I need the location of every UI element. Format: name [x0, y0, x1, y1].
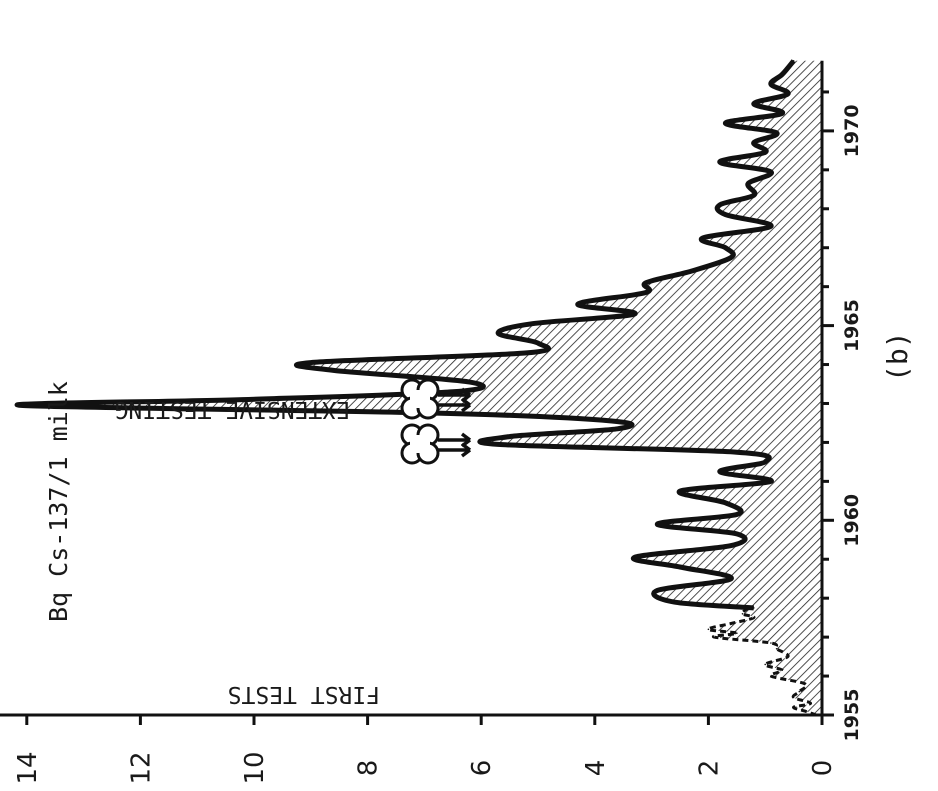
data-point	[673, 601, 676, 603]
data-point	[656, 589, 659, 592]
data-point	[770, 225, 772, 228]
data-point	[679, 490, 681, 492]
data-point	[537, 342, 539, 344]
y-tick-label: 8	[354, 760, 384, 777]
data-point	[707, 628, 710, 631]
data-point	[809, 702, 812, 705]
data-point	[241, 398, 244, 401]
data-point	[730, 544, 732, 547]
data-point	[440, 412, 443, 415]
data-point	[792, 706, 795, 708]
data-point	[645, 291, 647, 294]
data-point	[730, 256, 732, 259]
data-point	[764, 461, 766, 463]
data-point	[633, 313, 636, 315]
data-point	[525, 352, 528, 354]
x-tick-label: 1955	[841, 689, 863, 742]
data-point	[611, 420, 613, 422]
y-tick-label: 12	[126, 751, 156, 784]
data-point	[730, 622, 732, 625]
data-point	[645, 282, 647, 284]
data-point	[719, 161, 721, 163]
data-point	[753, 141, 755, 144]
data-point	[679, 566, 681, 568]
x-tick-label: 1960	[841, 494, 863, 547]
data-point	[770, 480, 772, 483]
data-point	[724, 122, 727, 124]
plot-area	[14, 59, 822, 717]
series-area-0	[708, 607, 822, 715]
data-point	[656, 523, 659, 525]
annotation-extensive-testing: EXTENSIVE TESTING	[115, 396, 350, 422]
data-point	[332, 369, 335, 372]
data-point	[724, 502, 727, 504]
data-point	[724, 246, 727, 249]
data-point	[753, 616, 755, 619]
data-point	[577, 303, 579, 306]
data-point	[775, 648, 778, 650]
data-point	[469, 381, 471, 383]
y-tick-label: 4	[581, 760, 611, 777]
data-point	[770, 171, 772, 173]
x-tick-label: 1965	[841, 299, 863, 352]
annotation-first-tests: FIRST TESTS	[228, 681, 380, 707]
data-point	[719, 204, 721, 206]
series-line-1	[14, 59, 796, 611]
y-tick-label: 2	[694, 760, 724, 777]
y-tick-label: 10	[240, 751, 270, 784]
data-point	[747, 182, 749, 185]
data-point	[781, 112, 783, 115]
data-point	[787, 93, 789, 95]
y-axis-label: Bq Cs-137/1 milk	[44, 381, 73, 622]
data-point	[781, 73, 783, 76]
data-point	[724, 213, 727, 216]
x-ticks: 1955 1960 1965 1970	[822, 90, 863, 742]
data-point	[770, 83, 772, 85]
data-point	[770, 642, 772, 644]
explosion-cloud-icon	[400, 378, 472, 420]
y-tick-label: 0	[808, 760, 838, 777]
data-point	[690, 270, 693, 272]
data-point	[633, 556, 636, 559]
data-point	[531, 322, 534, 325]
data-point	[736, 533, 738, 535]
data-point	[497, 332, 500, 335]
data-point	[764, 663, 766, 666]
data-point	[730, 577, 732, 580]
data-point	[701, 237, 704, 239]
data-point	[20, 404, 22, 407]
data-point	[719, 470, 721, 473]
data-point	[792, 696, 795, 699]
data-point	[736, 451, 738, 454]
data-point	[753, 194, 755, 196]
data-point	[310, 361, 312, 364]
y-tick-label: 14	[13, 751, 43, 784]
figure-caption: (b)	[881, 331, 914, 382]
data-point	[781, 669, 783, 671]
y-ticks: 0 2 4 6 8 10 12 14	[13, 715, 838, 785]
data-point	[713, 636, 715, 638]
data-point	[736, 513, 738, 516]
data-point	[508, 435, 511, 438]
data-point	[736, 632, 738, 634]
data-point	[753, 607, 755, 609]
data-point	[497, 443, 500, 446]
data-point	[804, 683, 806, 685]
data-point	[770, 675, 772, 677]
series-area-1	[17, 60, 822, 608]
y-tick-label: 6	[467, 760, 497, 777]
data-point	[616, 428, 619, 430]
data-point	[787, 655, 789, 658]
data-point	[798, 690, 801, 693]
explosion-cloud-icon	[400, 423, 472, 465]
data-point	[792, 60, 795, 62]
data-point	[775, 132, 778, 134]
x-tick-label: 1970	[841, 104, 863, 157]
data-point	[452, 391, 454, 393]
data-point	[764, 151, 766, 154]
data-point	[753, 102, 755, 105]
data-point	[804, 710, 806, 712]
data-point	[741, 613, 744, 615]
